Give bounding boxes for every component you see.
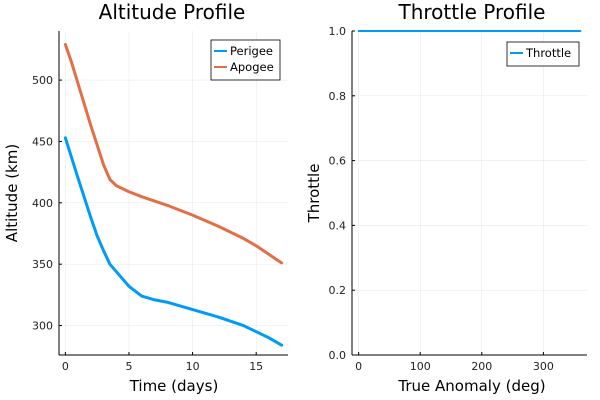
altitude-series [63, 43, 284, 347]
throttle-ticks: 0 100 200 300 0.0 0.2 0.4 0.6 0.8 1.0 [329, 25, 554, 373]
altitude-x-tick-label: 5 [125, 360, 132, 373]
throttle-x-axis-label: True Anomaly (deg) [397, 377, 545, 395]
throttle-x-tick-label: 200 [471, 360, 492, 373]
throttle-legend: Throttle [506, 41, 580, 67]
altitude-legend-box [210, 39, 281, 81]
altitude-axes [58, 31, 288, 356]
altitude-x-axis-label: Time (days) [129, 377, 219, 395]
altitude-chart: Altitude Profile 0 5 10 15 300 350 400 450 500 T… [3, 0, 288, 395]
altitude-x-tick-label: 0 [62, 360, 69, 373]
throttle-chart: Throttle Profile 0 100 200 3000.00.20.40.60… [305, 0, 587, 395]
throttle-y-tick-label: 0.0 [329, 349, 347, 362]
altitude-legend-label: Apogee [230, 60, 274, 74]
throttle-x-tick-label: 0 [355, 360, 362, 373]
throttle-y-tick-label: 0.2 [329, 284, 347, 297]
throttle-y-axis-label: Throttle [305, 164, 323, 224]
altitude-series-perigee [63, 136, 284, 347]
throttle-chart-title: Throttle Profile [397, 0, 545, 24]
altitude-y-tick-label: 450 [32, 135, 53, 148]
altitude-ticks: 0 5 10 15 300 350 400 450 500 [32, 74, 263, 373]
altitude-x-tick-label: 15 [249, 360, 263, 373]
altitude-y-tick-label: 300 [32, 320, 53, 333]
altitude-y-tick-label: 500 [32, 74, 53, 87]
altitude-grid [59, 31, 288, 355]
throttle-y-tick-label: 1.0 [329, 25, 347, 38]
altitude-legend-label: Perigee [230, 44, 273, 58]
throttle-axes [351, 31, 587, 356]
throttle-y-tick-label: 0.4 [329, 219, 347, 232]
altitude-y-tick-label: 400 [32, 197, 53, 210]
throttle-y-tick-label: 0.8 [329, 90, 347, 103]
altitude-y-axis-label: Altitude (km) [3, 144, 21, 242]
throttle-x-tick-label: 300 [533, 360, 554, 373]
throttle-legend-label: Throttle [525, 46, 571, 60]
altitude-y-tick-label: 350 [32, 258, 53, 271]
altitude-chart-title: Altitude Profile [99, 0, 246, 24]
throttle-x-tick-label: 100 [410, 360, 431, 373]
altitude-series-apogee [63, 43, 284, 265]
altitude-x-tick-label: 10 [186, 360, 200, 373]
altitude-legend: Perigee Apogee [210, 39, 281, 81]
throttle-y-tick-label: 0.6 [329, 155, 347, 168]
